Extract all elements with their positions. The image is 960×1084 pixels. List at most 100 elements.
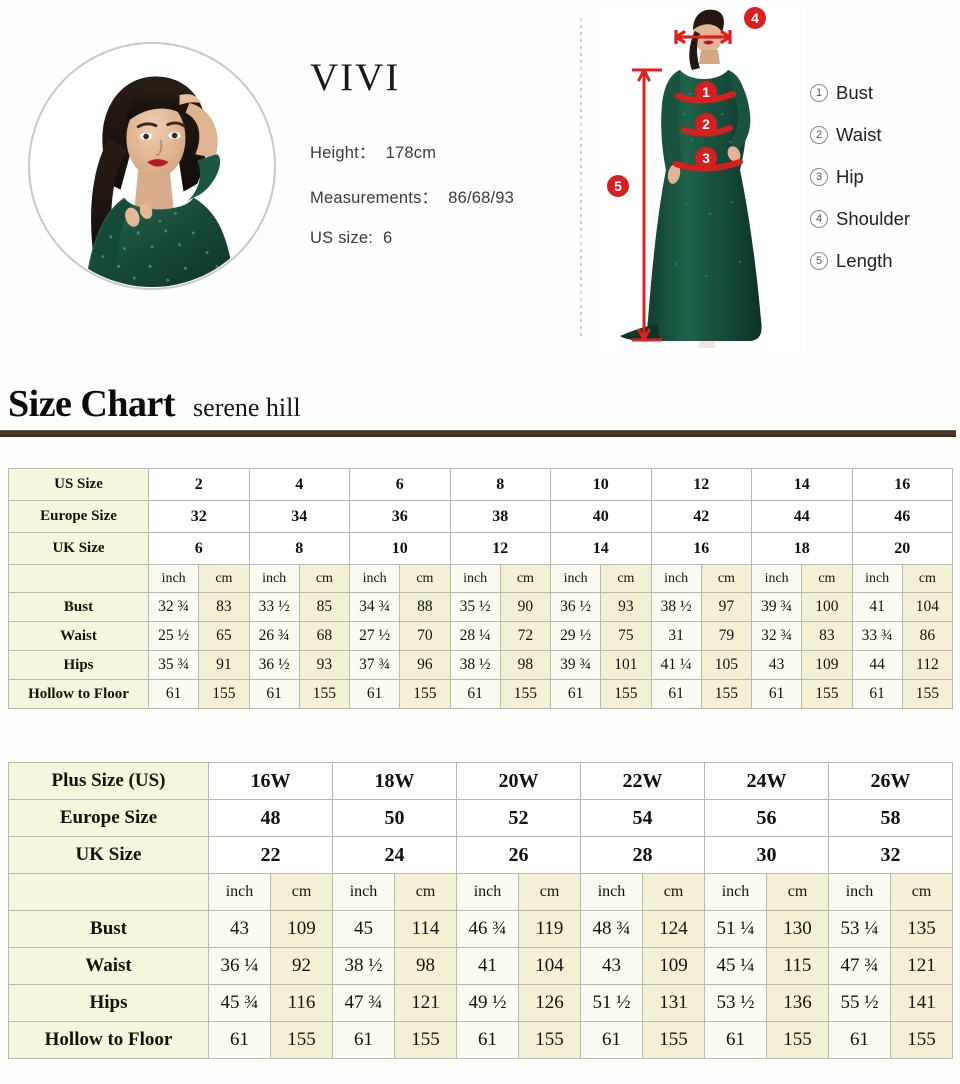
cell-us-size: 20W <box>456 762 581 800</box>
cell-inch: 28 ¼ <box>449 621 501 651</box>
cell-cm: 116 <box>270 984 333 1022</box>
cell-inch: 61 <box>248 679 300 709</box>
us-size-value: 6 <box>383 229 393 247</box>
cell-inch: 38 ½ <box>449 650 501 680</box>
unit-header-inch: inch <box>704 873 767 911</box>
model-header-section: VIVI Height： 178cm Measurements： 86/68/93 … <box>0 0 960 370</box>
measurements-label: Measurements： <box>310 189 439 207</box>
standard-size-table: US Size 2 4 6 8 10 12 14 16 Europe Size 32 34 36 38 40… <box>8 468 954 709</box>
cell-uk-size: 22 <box>208 836 333 874</box>
cell-europe-size: 54 <box>580 799 705 837</box>
height-label: Height： <box>310 144 376 162</box>
cell-us-size: 8 <box>449 468 551 501</box>
dress-diagram-image: 1 2 3 4 5 <box>600 4 805 356</box>
cell-cm: 121 <box>394 984 457 1022</box>
length-measure-line <box>632 68 662 342</box>
legend-item-waist: 2 Waist <box>810 124 960 146</box>
cell-inch: 49 ½ <box>456 984 519 1022</box>
cell-cm: 68 <box>298 621 351 651</box>
cell-cm: 155 <box>766 1021 829 1059</box>
row-header: Plus Size (US) <box>8 762 209 800</box>
row-header: Hips <box>8 650 149 680</box>
svg-text:3: 3 <box>702 150 710 166</box>
legend-number-icon: 2 <box>810 126 828 144</box>
cell-inch: 47 ¾ <box>332 984 395 1022</box>
unit-header-cm: cm <box>901 564 954 593</box>
unit-header-cm: cm <box>399 564 451 593</box>
table-row-us-size: US Size 2 4 6 8 10 12 14 16 <box>8 468 953 501</box>
cell-cm: 136 <box>766 984 829 1022</box>
cell-uk-size: 8 <box>248 532 350 565</box>
shoulder-marker: 4 <box>744 7 766 29</box>
cell-europe-size: 46 <box>851 500 953 533</box>
cell-cm: 88 <box>399 592 451 622</box>
unit-header-cm: cm <box>600 564 652 593</box>
cell-inch: 45 <box>332 910 395 948</box>
heading-divider-rule <box>0 430 956 437</box>
cell-us-size: 22W <box>580 762 705 800</box>
row-header-blank <box>8 873 209 911</box>
legend-number-icon: 5 <box>810 252 828 270</box>
cell-inch: 32 ¾ <box>750 621 803 651</box>
svg-text:5: 5 <box>614 178 622 194</box>
cell-uk-size: 16 <box>650 532 752 565</box>
cell-europe-size: 56 <box>704 799 829 837</box>
table-row-europe-size: Europe Size 32 34 36 38 40 42 44 46 <box>8 500 953 533</box>
unit-header-inch: inch <box>208 873 271 911</box>
cell-cm: 85 <box>298 592 351 622</box>
plus-size-table: Plus Size (US) 16W 18W 20W 22W 24W 26W Europe S… <box>8 762 953 1059</box>
cell-inch: 47 ¾ <box>828 947 891 985</box>
cell-inch: 61 <box>147 679 200 709</box>
bust-marker: 1 <box>695 81 717 103</box>
table-row-units: inch cm inch cm inch cm inch cm inch cm inch cm <box>8 873 953 911</box>
cell-inch: 36 ¼ <box>208 947 271 985</box>
cell-inch: 61 <box>580 1021 643 1059</box>
cell-europe-size: 44 <box>751 500 853 533</box>
cell-inch: 61 <box>449 679 501 709</box>
cell-inch: 44 <box>851 650 903 680</box>
cell-cm: 86 <box>901 621 954 651</box>
size-chart-heading: Size Chart serene hill <box>0 382 960 437</box>
cell-europe-size: 52 <box>456 799 581 837</box>
cell-uk-size: 20 <box>851 532 953 565</box>
cell-cm: 119 <box>518 910 581 948</box>
model-ussize-line: US size: 6 <box>310 229 570 248</box>
unit-header-inch: inch <box>248 564 300 593</box>
unit-header-cm: cm <box>499 564 552 593</box>
cell-cm: 105 <box>700 650 753 680</box>
row-header: Waist <box>8 621 149 651</box>
cell-uk-size: 12 <box>449 532 551 565</box>
cell-cm: 104 <box>518 947 581 985</box>
cell-us-size: 12 <box>650 468 752 501</box>
cell-uk-size: 30 <box>704 836 829 874</box>
row-header: UK Size <box>8 836 209 874</box>
cell-inch: 45 ¾ <box>208 984 271 1022</box>
cell-inch: 26 ¾ <box>248 621 300 651</box>
cell-cm: 109 <box>801 650 853 680</box>
cell-us-size: 26W <box>828 762 953 800</box>
row-header: US Size <box>8 468 149 501</box>
cell-europe-size: 36 <box>349 500 451 533</box>
table-row-hollow-to-floor: Hollow to Floor 61 155 61 155 61 155 61 155 61 155… <box>8 1021 953 1059</box>
row-header: Bust <box>8 910 209 948</box>
cell-cm: 114 <box>394 910 457 948</box>
cell-cm: 126 <box>518 984 581 1022</box>
unit-header-cm: cm <box>700 564 753 593</box>
row-header: Waist <box>8 947 209 985</box>
cell-inch: 61 <box>208 1021 271 1059</box>
measurement-diagram: 1 2 3 4 5 <box>600 4 805 356</box>
cell-inch: 25 ½ <box>147 621 200 651</box>
brand-name: VIVI <box>310 56 401 99</box>
cell-inch: 46 ¾ <box>456 910 519 948</box>
cell-inch: 51 ½ <box>580 984 643 1022</box>
cell-europe-size: 58 <box>828 799 953 837</box>
unit-header-inch: inch <box>147 564 200 593</box>
cell-cm: 75 <box>600 621 652 651</box>
unit-header-inch: inch <box>449 564 501 593</box>
table-row-hips: Hips 45 ¾ 116 47 ¾ 121 49 ½ 126 51 ½ 131 53 ½ 136 5… <box>8 984 953 1022</box>
legend-label-waist: Waist <box>836 124 882 145</box>
cell-europe-size: 34 <box>248 500 350 533</box>
